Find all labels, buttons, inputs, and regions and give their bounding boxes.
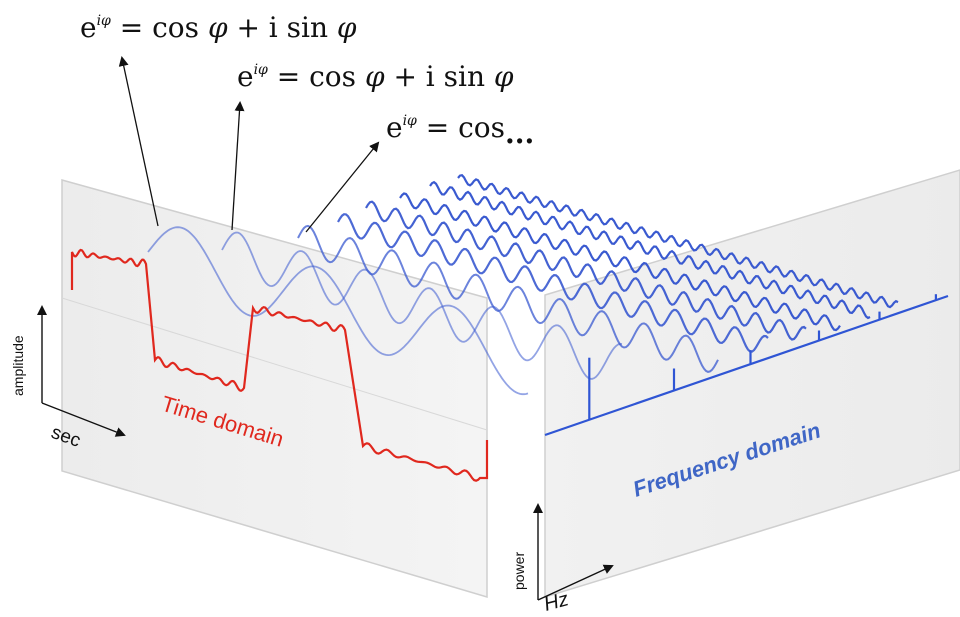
sine-waves	[147, 173, 899, 396]
sec-axis-arrow	[41, 402, 126, 437]
equation-3-rest: = cos	[417, 111, 505, 144]
sine-wave-6	[399, 192, 841, 332]
spectrum-axis	[544, 294, 949, 437]
equation-3-base: e	[386, 111, 403, 144]
equation-2-phi-a: φ	[365, 60, 385, 93]
spectrum-bars	[588, 294, 938, 420]
equation-2: eiφ = cos φ + i sin φ	[237, 60, 514, 93]
equation-3-ellipsis: ...	[505, 117, 534, 150]
equation-1: eiφ = cos φ + i sin φ	[80, 11, 357, 44]
sine-wave-3	[297, 224, 719, 373]
time-domain-panel	[61, 179, 488, 599]
time-centerline	[61, 297, 488, 431]
power-axis-label: power	[511, 552, 527, 590]
square-wave	[70, 248, 489, 482]
hz-axis-arrow	[537, 564, 614, 601]
svg-text:eiφ = cos...: eiφ = cos...	[386, 111, 534, 150]
equation-arrow-1	[118, 56, 159, 227]
equation-2-phi-b: φ	[494, 60, 514, 93]
equation-2-plus: + i sin	[385, 60, 494, 93]
equation-1-exponent: iφ	[97, 13, 111, 29]
equation-2-exponent: iφ	[254, 62, 268, 78]
equation-1-rest: = cos	[111, 11, 208, 44]
equation-1-plus: + i sin	[228, 11, 337, 44]
equation-1-phi-b: φ	[337, 11, 357, 44]
equation-3-exponent: iφ	[403, 113, 417, 129]
sine-wave-7	[429, 180, 871, 320]
sine-wave-1	[147, 226, 529, 396]
equation-1-base: e	[80, 11, 97, 44]
equation-3: eiφ = cos...	[386, 111, 534, 150]
equation-2-base: e	[237, 60, 254, 93]
sine-wave-8	[457, 173, 899, 309]
svg-text:eiφ = cos φ + i sin φ: eiφ = cos φ + i sin φ	[80, 11, 357, 44]
equation-2-rest: = cos	[268, 60, 365, 93]
frequency-domain-panel	[544, 169, 960, 599]
hz-axis-label: Hz	[542, 588, 571, 616]
equation-1-phi-a: φ	[208, 11, 228, 44]
sine-wave-4	[337, 213, 769, 353]
equation-arrow-3	[305, 141, 380, 233]
amplitude-axis-label: amplitude	[10, 335, 26, 396]
sine-wave-5	[365, 200, 807, 341]
equation-arrow-2	[231, 101, 245, 231]
svg-text:eiφ = cos φ + i sin φ: eiφ = cos φ + i sin φ	[237, 60, 514, 93]
sine-wave-2	[221, 231, 623, 380]
